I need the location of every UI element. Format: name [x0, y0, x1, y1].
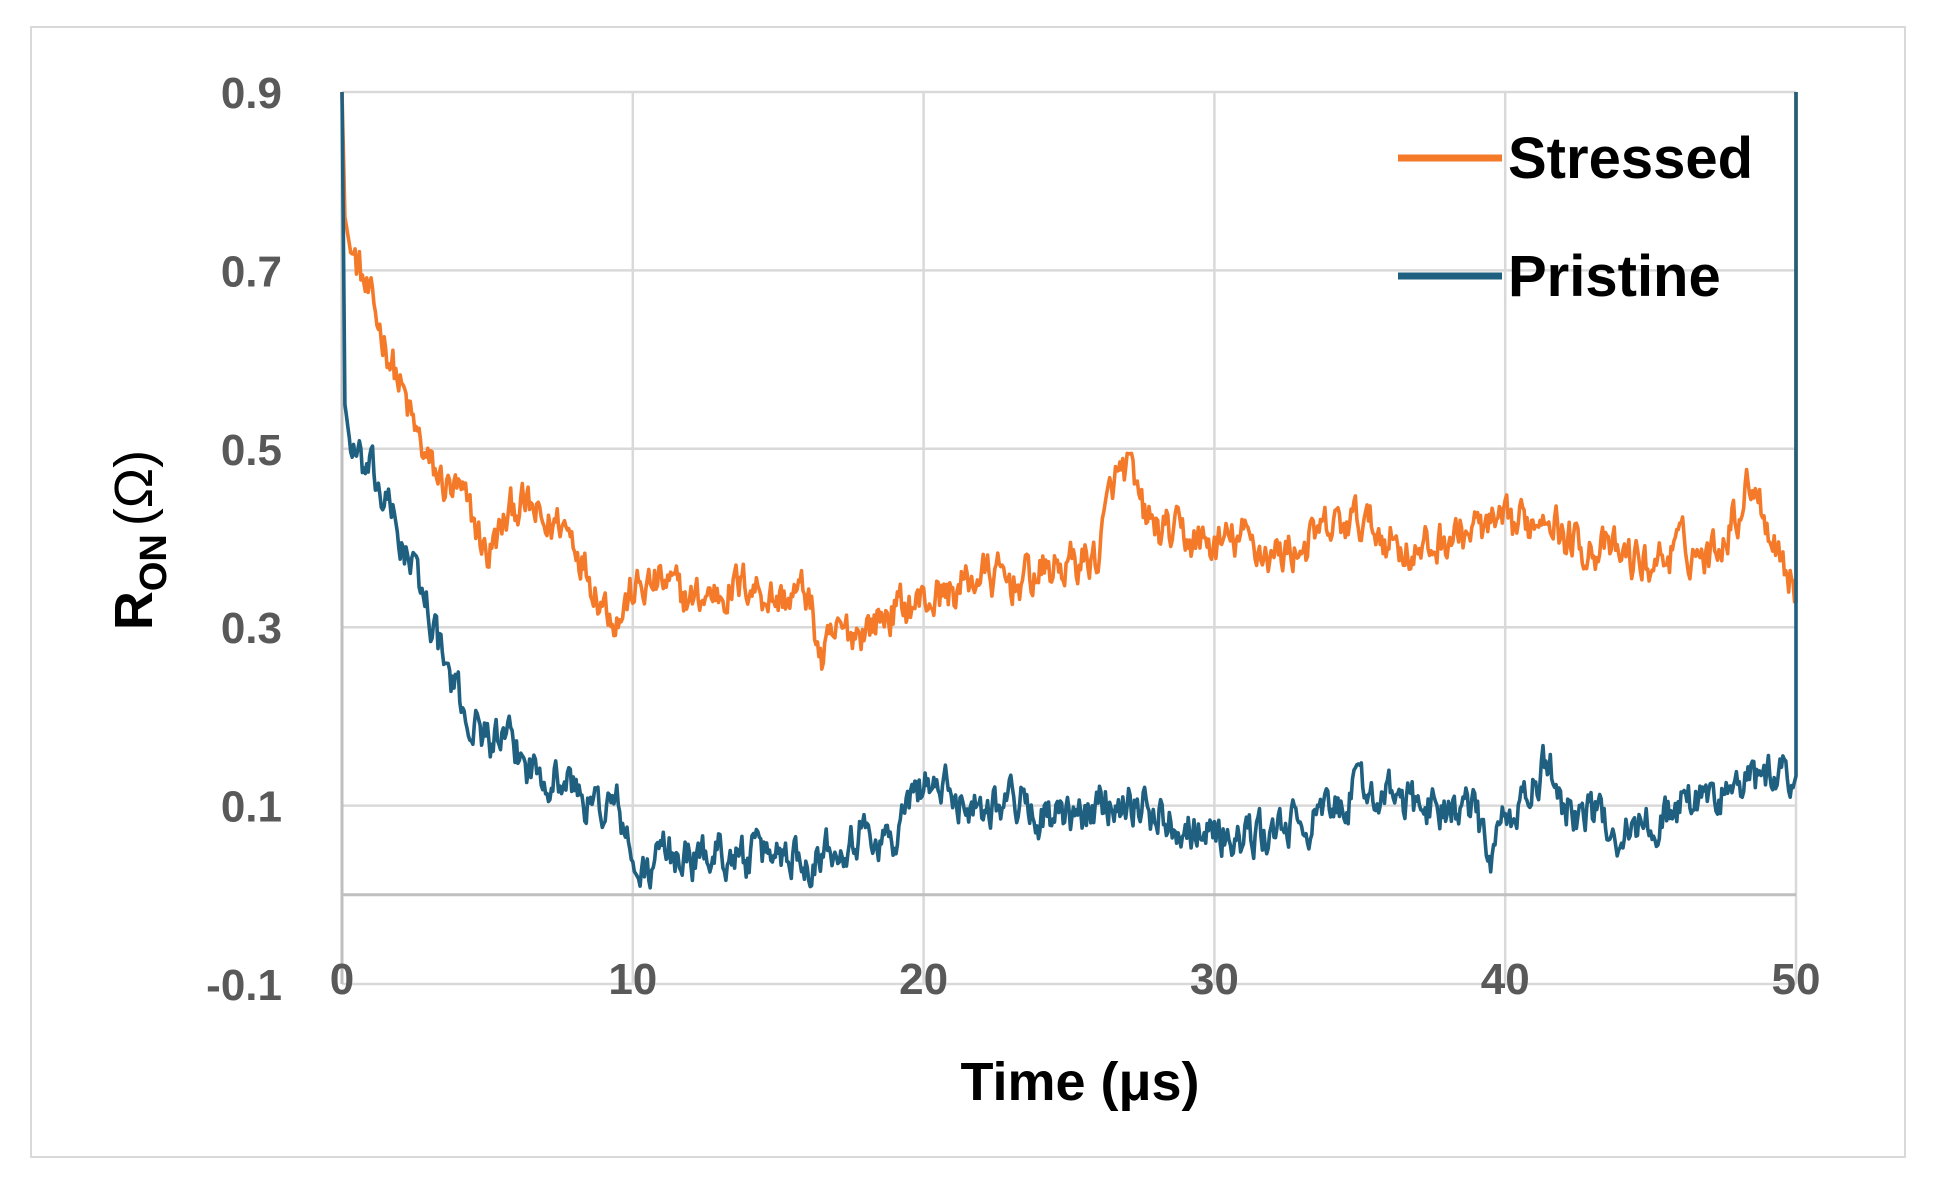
y-tick-label: -0.1 [206, 961, 282, 1010]
x-tick-labels: 0 10 20 30 40 50 [330, 955, 1821, 1004]
y-tick-label: 0.7 [221, 247, 282, 296]
x-tick-label: 50 [1772, 955, 1821, 1004]
x-tick-label: 30 [1190, 955, 1239, 1004]
y-axis-title-subscript: ON [133, 534, 175, 591]
y-axis-title-main: R [104, 591, 164, 630]
legend-label-pristine: Pristine [1508, 244, 1721, 309]
x-tick-label: 40 [1481, 955, 1530, 1004]
y-tick-label: 0.9 [221, 69, 282, 118]
series-lines [340, 91, 1798, 890]
y-tick-labels: 0.9 0.7 0.5 0.3 0.1 -0.1 [206, 69, 282, 1010]
y-tick-label: 0.1 [221, 783, 282, 832]
y-tick-label: 0.5 [221, 426, 282, 475]
y-axis-title-unit: (Ω) [104, 450, 164, 526]
x-tick-label: 0 [330, 955, 354, 1004]
y-tick-label: 0.3 [221, 604, 282, 653]
series-line-pristine [340, 91, 1798, 890]
y-axis-title: RON (Ω) [104, 450, 175, 630]
legend: Stressed Pristine [1398, 126, 1753, 309]
x-tick-label: 10 [608, 955, 657, 1004]
legend-label-stressed: Stressed [1508, 126, 1753, 191]
x-axis-title: Time (μs) [960, 1052, 1199, 1112]
series-line-stressed [340, 91, 1798, 671]
x-tick-label: 20 [899, 955, 948, 1004]
